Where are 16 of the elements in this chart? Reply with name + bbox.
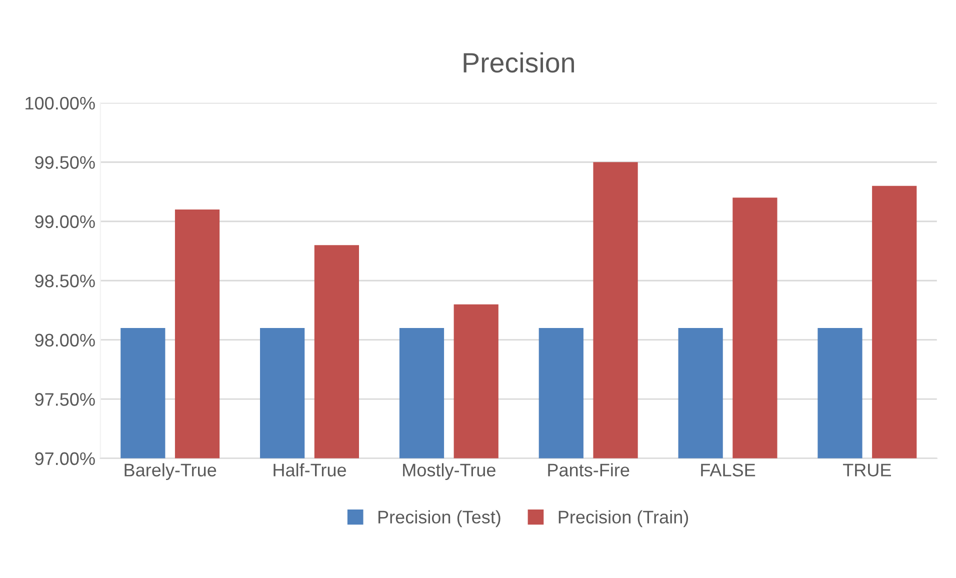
legend-label: Precision (Train) xyxy=(558,510,688,528)
y-tick-label: 100.00% xyxy=(26,96,95,110)
y-tick-label: 98.50% xyxy=(35,274,95,288)
y-tick-label: 97.00% xyxy=(35,452,95,466)
x-tick-label: Half-True xyxy=(274,463,346,476)
y-tick-label: 98.00% xyxy=(35,334,95,347)
y-tick-label: 97.50% xyxy=(35,393,95,406)
y-tick-label: 99.50% xyxy=(35,156,95,169)
x-tick-label: Mostly-True xyxy=(403,463,496,480)
x-tick-label: FALSE xyxy=(701,464,756,476)
y-tick-label: 99.00% xyxy=(35,215,95,228)
x-tick-label: Pants-Fire xyxy=(548,463,630,476)
x-tick-label: Barely-True xyxy=(124,463,216,480)
x-tick-label: TRUE xyxy=(843,464,891,476)
chart-title: Precision xyxy=(464,52,574,73)
legend-label: Precision (Test) xyxy=(378,510,500,528)
